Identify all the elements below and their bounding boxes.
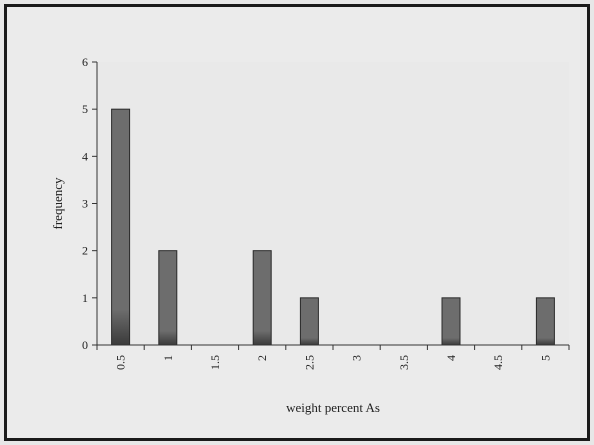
y-axis-title: frequency: [50, 177, 65, 229]
x-tick-label: 2.5: [302, 355, 316, 370]
bar-5: [535, 297, 555, 346]
bars: [111, 108, 555, 346]
x-tick-label: 5: [538, 355, 552, 361]
y-tick-label: 3: [82, 197, 88, 211]
chart-frame: 0 1 2 3 4 5 6 0.5 1 1.5 2 2.5 3 3.5 4 4.5 5 frequency w…: [4, 4, 590, 441]
bar-1: [158, 250, 178, 346]
y-tick-label: 1: [82, 291, 88, 305]
x-tick-label: 3: [350, 355, 364, 361]
y-axis-ticks: 0 1 2 3 4 5 6: [82, 55, 97, 352]
x-tick-label: 4: [444, 355, 458, 361]
x-tick-label: 4.5: [491, 355, 505, 370]
bar-chart: 0 1 2 3 4 5 6 0.5 1 1.5 2 2.5 3 3.5 4 4.5 5 frequency w…: [50, 55, 570, 415]
bar-0.5: [111, 108, 131, 346]
x-axis-ticks: 0.5 1 1.5 2 2.5 3 3.5 4 4.5 5: [96, 345, 570, 370]
bar-4: [441, 297, 461, 346]
x-tick-label: 0.5: [114, 355, 128, 370]
bar-2: [252, 250, 272, 346]
x-tick-label: 2: [255, 355, 269, 361]
y-tick-label: 0: [82, 338, 88, 352]
x-tick-label: 3.5: [397, 355, 411, 370]
x-axis-title: weight percent As: [286, 400, 380, 415]
y-tick-label: 2: [82, 244, 88, 258]
y-tick-label: 5: [82, 102, 88, 116]
x-tick-label: 1.5: [208, 355, 222, 370]
x-tick-label: 1: [161, 355, 175, 361]
y-tick-label: 4: [82, 149, 88, 163]
bar-2.5: [299, 297, 319, 346]
y-tick-label: 6: [82, 55, 88, 69]
